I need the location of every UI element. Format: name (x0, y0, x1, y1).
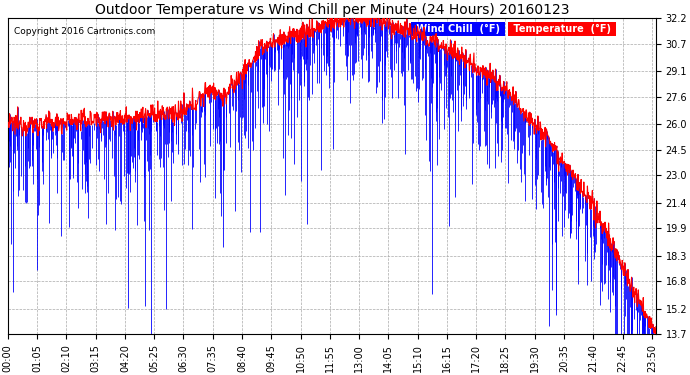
Text: Wind Chill  (°F): Wind Chill (°F) (413, 24, 503, 34)
Text: Copyright 2016 Cartronics.com: Copyright 2016 Cartronics.com (14, 27, 155, 36)
Text: Temperature  (°F): Temperature (°F) (510, 24, 614, 34)
Title: Outdoor Temperature vs Wind Chill per Minute (24 Hours) 20160123: Outdoor Temperature vs Wind Chill per Mi… (95, 3, 569, 17)
